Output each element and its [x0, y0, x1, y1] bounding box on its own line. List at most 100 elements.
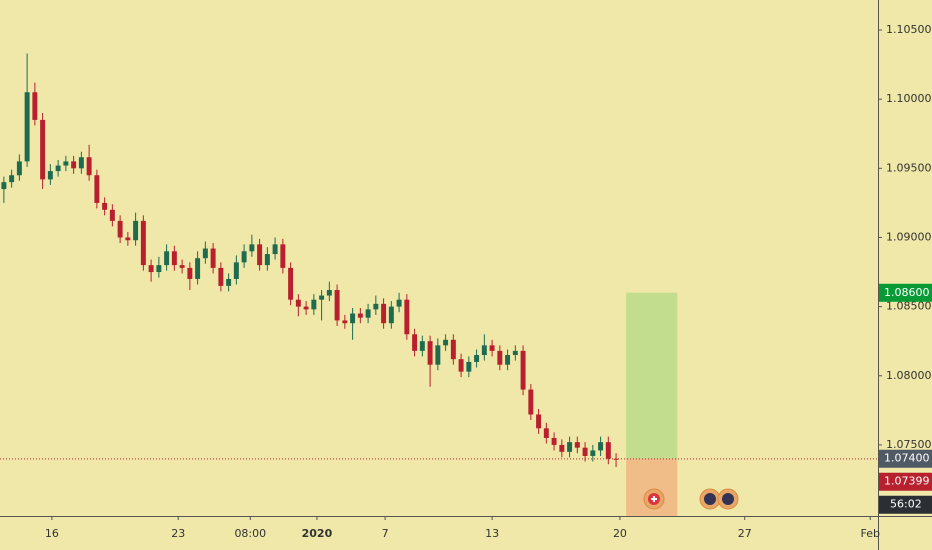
x-tick-label: 27 [738, 527, 752, 540]
candle-body [47, 171, 53, 180]
candle-body [350, 313, 356, 324]
candle-body [319, 295, 325, 300]
candle-body [528, 389, 534, 415]
candle-body [195, 258, 201, 279]
candle-body [481, 345, 487, 356]
candle-body [257, 244, 263, 266]
x-tick-label: 7 [382, 527, 389, 540]
candle-body [133, 220, 139, 241]
y-tick-label: 1.08000 [886, 369, 932, 382]
candle-body [140, 220, 146, 266]
target-badge-bg [879, 283, 932, 302]
candle-body [16, 161, 22, 176]
candle-body [171, 251, 177, 266]
countdown: 56:02 [890, 498, 922, 511]
candle-body [156, 265, 162, 273]
candle-body [226, 278, 232, 286]
candle-body [218, 267, 224, 286]
candle-body [388, 306, 394, 324]
candle-body [404, 299, 410, 335]
last-price-badge: 1.07399 [884, 475, 930, 488]
last-price-badge-bg [879, 472, 932, 491]
candle-body [334, 290, 340, 321]
x-tick-label: 23 [171, 527, 185, 540]
y-tick-label: 1.07500 [886, 438, 932, 451]
candle-body [574, 442, 580, 448]
candle-body [427, 341, 433, 365]
y-tick-label: 1.09000 [886, 230, 932, 243]
event-icons[interactable] [643, 488, 739, 510]
candle-body [311, 299, 317, 310]
candle-body [40, 119, 46, 180]
candle-body [202, 248, 208, 259]
candle-body [458, 359, 464, 372]
candle-body [117, 220, 123, 238]
candle-body [419, 341, 425, 351]
event-icon-cross [651, 496, 657, 502]
candle-body [365, 309, 371, 318]
candle-body [559, 444, 565, 452]
x-tick-label: 13 [485, 527, 499, 540]
candle-body [264, 254, 270, 266]
event-icon-flag [704, 493, 716, 505]
y-tick-label: 1.08500 [886, 300, 932, 313]
candle-body [396, 299, 402, 307]
candle-body [272, 244, 278, 255]
entry-badge-bg [879, 449, 932, 468]
candle-body [489, 345, 495, 351]
y-tick-label: 1.09500 [886, 161, 932, 174]
candle-body [210, 248, 216, 268]
candle-body [520, 350, 526, 390]
candle-body [86, 157, 92, 176]
candle-body [32, 92, 38, 120]
candle-body [435, 345, 441, 365]
y-tick-label: 1.10000 [886, 92, 932, 105]
y-tick-label: 1.10500 [886, 23, 932, 36]
x-tick-label: 16 [45, 527, 59, 540]
candle-body [102, 202, 108, 210]
candle-body [249, 244, 255, 252]
x-tick-label: Feb [861, 527, 880, 540]
candle-body [551, 437, 557, 445]
candle-body [582, 447, 588, 456]
position-target-zone [626, 292, 678, 459]
event-icon-flag [722, 493, 734, 505]
candle-body [443, 339, 449, 346]
candle-body [303, 306, 309, 310]
candle-body [598, 442, 604, 451]
candle-body [543, 428, 549, 438]
x-tick-label: 08:00 [234, 527, 266, 540]
candle-body [24, 92, 30, 162]
candle-body [71, 161, 77, 169]
candle-body [241, 251, 247, 263]
candle-body [536, 414, 542, 429]
candle-body [187, 267, 193, 279]
candle-body [164, 251, 170, 266]
countdown-bg [879, 495, 932, 514]
candle-body [288, 267, 294, 300]
candle-body [373, 303, 379, 310]
target-badge: 1.08600 [884, 286, 930, 299]
x-tick-label: 20 [613, 527, 627, 540]
candle-body [466, 361, 472, 372]
candle-body [474, 355, 480, 362]
candle-body [280, 244, 286, 268]
candle-body [326, 290, 332, 296]
candle-body [381, 303, 387, 324]
candle-body [1, 182, 7, 190]
candle-body [78, 157, 84, 169]
candle-body [605, 442, 611, 459]
candle-body [148, 265, 154, 273]
candle-body [125, 237, 131, 241]
candle-body [512, 350, 518, 356]
candle-body [9, 175, 15, 183]
candle-body [94, 175, 100, 203]
candle-body [450, 339, 456, 360]
candle-body [505, 355, 511, 365]
candle-body [590, 450, 596, 456]
x-tick-label: 2020 [302, 527, 333, 540]
candle-body [412, 334, 418, 351]
candle-body [342, 320, 348, 324]
candle-body [179, 265, 185, 268]
